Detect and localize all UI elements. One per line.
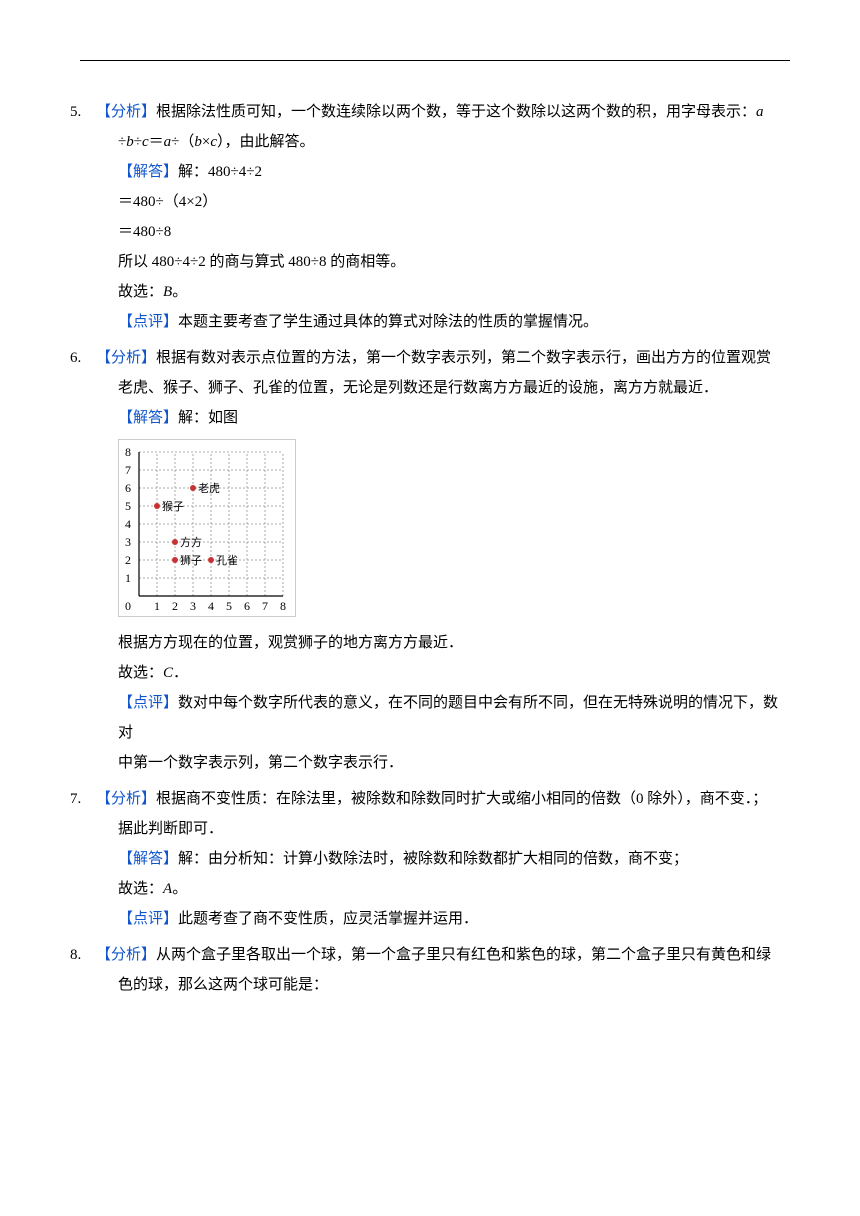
svg-text:2: 2 [172, 599, 178, 613]
q5-analysis-text1: 根据除法性质可知，一个数连续除以两个数，等于这个数除以这两个数的积，用字母表示： [156, 104, 756, 120]
q8-analysis-line2: 色的球，那么这两个球可能是： [70, 970, 790, 1000]
q5-analysis-text2: ÷b÷c＝a÷（b×c），由此解答。 [118, 134, 315, 150]
q6-analysis-line1: 6.【分析】根据有数对表示点位置的方法，第一个数字表示列，第二个数字表示行，画出… [70, 343, 790, 373]
solve-label: 【解答】 [118, 851, 178, 867]
q6-solve-line3: 故选：C． [70, 658, 790, 688]
svg-text:6: 6 [125, 481, 131, 495]
q8-analysis-text1: 从两个盒子里各取出一个球，第一个盒子里只有红色和紫色的球，第二个盒子里只有黄色和… [156, 947, 771, 963]
svg-text:猴子: 猴子 [162, 499, 184, 513]
svg-text:4: 4 [125, 517, 131, 531]
q7-answer: A [163, 881, 172, 897]
solve-label: 【解答】 [118, 164, 178, 180]
svg-text:孔雀: 孔雀 [216, 554, 238, 567]
q5-answer: B [163, 284, 172, 300]
q5-conclusion-post: 。 [172, 284, 187, 300]
q5-comment-text: 本题主要考查了学生通过具体的算式对除法的性质的掌握情况。 [178, 314, 598, 330]
analysis-label: 【分析】 [96, 350, 156, 366]
q6-comment-line1: 【点评】数对中每个数字所代表的意义，在不同的题目中会有所不同，但在无特殊说明的情… [70, 688, 790, 748]
q7-solve-line2: 故选：A。 [70, 874, 790, 904]
q5-var-a: a [756, 104, 764, 120]
svg-text:狮子: 狮子 [180, 554, 202, 567]
q6-analysis-line2: 老虎、猴子、狮子、孔雀的位置，无论是列数还是行数离方方最近的设施，离方方就最近． [70, 373, 790, 403]
q5-conclusion-pre: 故选： [118, 284, 163, 300]
svg-text:1: 1 [125, 571, 131, 585]
analysis-label: 【分析】 [96, 791, 156, 807]
svg-text:7: 7 [125, 463, 131, 477]
q7-conclusion-pre: 故选： [118, 881, 163, 897]
q6-comment-text1: 数对中每个数字所代表的意义，在不同的题目中会有所不同，但在无特殊说明的情况下，数… [118, 695, 778, 741]
svg-text:3: 3 [190, 599, 196, 613]
svg-text:5: 5 [226, 599, 232, 613]
question-6: 6.【分析】根据有数对表示点位置的方法，第一个数字表示列，第二个数字表示行，画出… [70, 343, 790, 778]
svg-text:老虎: 老虎 [198, 482, 220, 495]
q7-solve-line1: 【解答】解：由分析知：计算小数除法时，被除数和除数都扩大相同的倍数，商不变； [70, 844, 790, 874]
q5-solve-line5: 故选：B。 [70, 277, 790, 307]
q5-solve-line3: ＝480÷8 [70, 217, 790, 247]
q7-analysis-line2: 据此判断即可． [70, 814, 790, 844]
solve-label: 【解答】 [118, 410, 178, 426]
q6-answer: C [163, 665, 173, 681]
svg-text:3: 3 [125, 535, 131, 549]
svg-text:1: 1 [154, 599, 160, 613]
comment-label: 【点评】 [118, 911, 178, 927]
q5-solve-text1: 解：480÷4÷2 [178, 164, 262, 180]
q8-analysis-line1: 8.【分析】从两个盒子里各取出一个球，第一个盒子里只有红色和紫色的球，第二个盒子… [70, 940, 790, 970]
svg-text:方方: 方方 [180, 535, 202, 549]
q7-solve-text1: 解：由分析知：计算小数除法时，被除数和除数都扩大相同的倍数，商不变； [178, 851, 688, 867]
q5-analysis-line2: ÷b÷c＝a÷（b×c），由此解答。 [70, 127, 790, 157]
q6-comment-line2: 中第一个数字表示列，第二个数字表示行． [70, 748, 790, 778]
q5-solve-line2: ＝480÷（4×2） [70, 187, 790, 217]
q7-comment: 【点评】此题考查了商不变性质，应灵活掌握并运用． [70, 904, 790, 934]
analysis-label: 【分析】 [96, 947, 156, 963]
q5-solve-line1: 【解答】解：480÷4÷2 [70, 157, 790, 187]
svg-text:5: 5 [125, 499, 131, 513]
q7-analysis-line1: 7.【分析】根据商不变性质：在除法里，被除数和除数同时扩大或缩小相同的倍数（0 … [70, 784, 790, 814]
q7-analysis-text1: 根据商不变性质：在除法里，被除数和除数同时扩大或缩小相同的倍数（0 除外），商不… [156, 791, 767, 807]
q5-solve-line4: 所以 480÷4÷2 的商与算式 480÷8 的商相等。 [70, 247, 790, 277]
q6-conclusion-post: ． [173, 665, 188, 681]
svg-text:2: 2 [125, 553, 131, 567]
q6-solve-line2: 根据方方现在的位置，观赏狮子的地方离方方最近． [70, 628, 790, 658]
svg-text:0: 0 [125, 599, 131, 613]
grid-svg: 11223344556677880老虎猴子方方狮子孔雀 [119, 440, 295, 616]
q5-number: 5. [70, 97, 96, 127]
q7-comment-text: 此题考查了商不变性质，应灵活掌握并运用． [178, 911, 478, 927]
header-rule [80, 60, 790, 61]
q7-number: 7. [70, 784, 96, 814]
q6-solve-line1: 【解答】解：如图 [70, 403, 790, 433]
q7-conclusion-post: 。 [172, 881, 187, 897]
comment-label: 【点评】 [118, 695, 178, 711]
svg-text:8: 8 [125, 445, 131, 459]
coordinate-grid: 11223344556677880老虎猴子方方狮子孔雀 [118, 439, 296, 617]
svg-text:6: 6 [244, 599, 250, 613]
question-7: 7.【分析】根据商不变性质：在除法里，被除数和除数同时扩大或缩小相同的倍数（0 … [70, 784, 790, 934]
comment-label: 【点评】 [118, 314, 178, 330]
q5-comment: 【点评】本题主要考查了学生通过具体的算式对除法的性质的掌握情况。 [70, 307, 790, 337]
q6-solve-text1: 解：如图 [178, 410, 238, 426]
svg-text:7: 7 [262, 599, 268, 613]
q5-analysis-line1: 5.【分析】根据除法性质可知，一个数连续除以两个数，等于这个数除以这两个数的积，… [70, 97, 790, 127]
svg-text:4: 4 [208, 599, 214, 613]
q6-analysis-text1: 根据有数对表示点位置的方法，第一个数字表示列，第二个数字表示行，画出方方的位置观… [156, 350, 771, 366]
analysis-label: 【分析】 [96, 104, 156, 120]
q8-number: 8. [70, 940, 96, 970]
svg-text:8: 8 [280, 599, 286, 613]
q6-conclusion-pre: 故选： [118, 665, 163, 681]
question-5: 5.【分析】根据除法性质可知，一个数连续除以两个数，等于这个数除以这两个数的积，… [70, 97, 790, 337]
q6-number: 6. [70, 343, 96, 373]
question-8: 8.【分析】从两个盒子里各取出一个球，第一个盒子里只有红色和紫色的球，第二个盒子… [70, 940, 790, 1000]
